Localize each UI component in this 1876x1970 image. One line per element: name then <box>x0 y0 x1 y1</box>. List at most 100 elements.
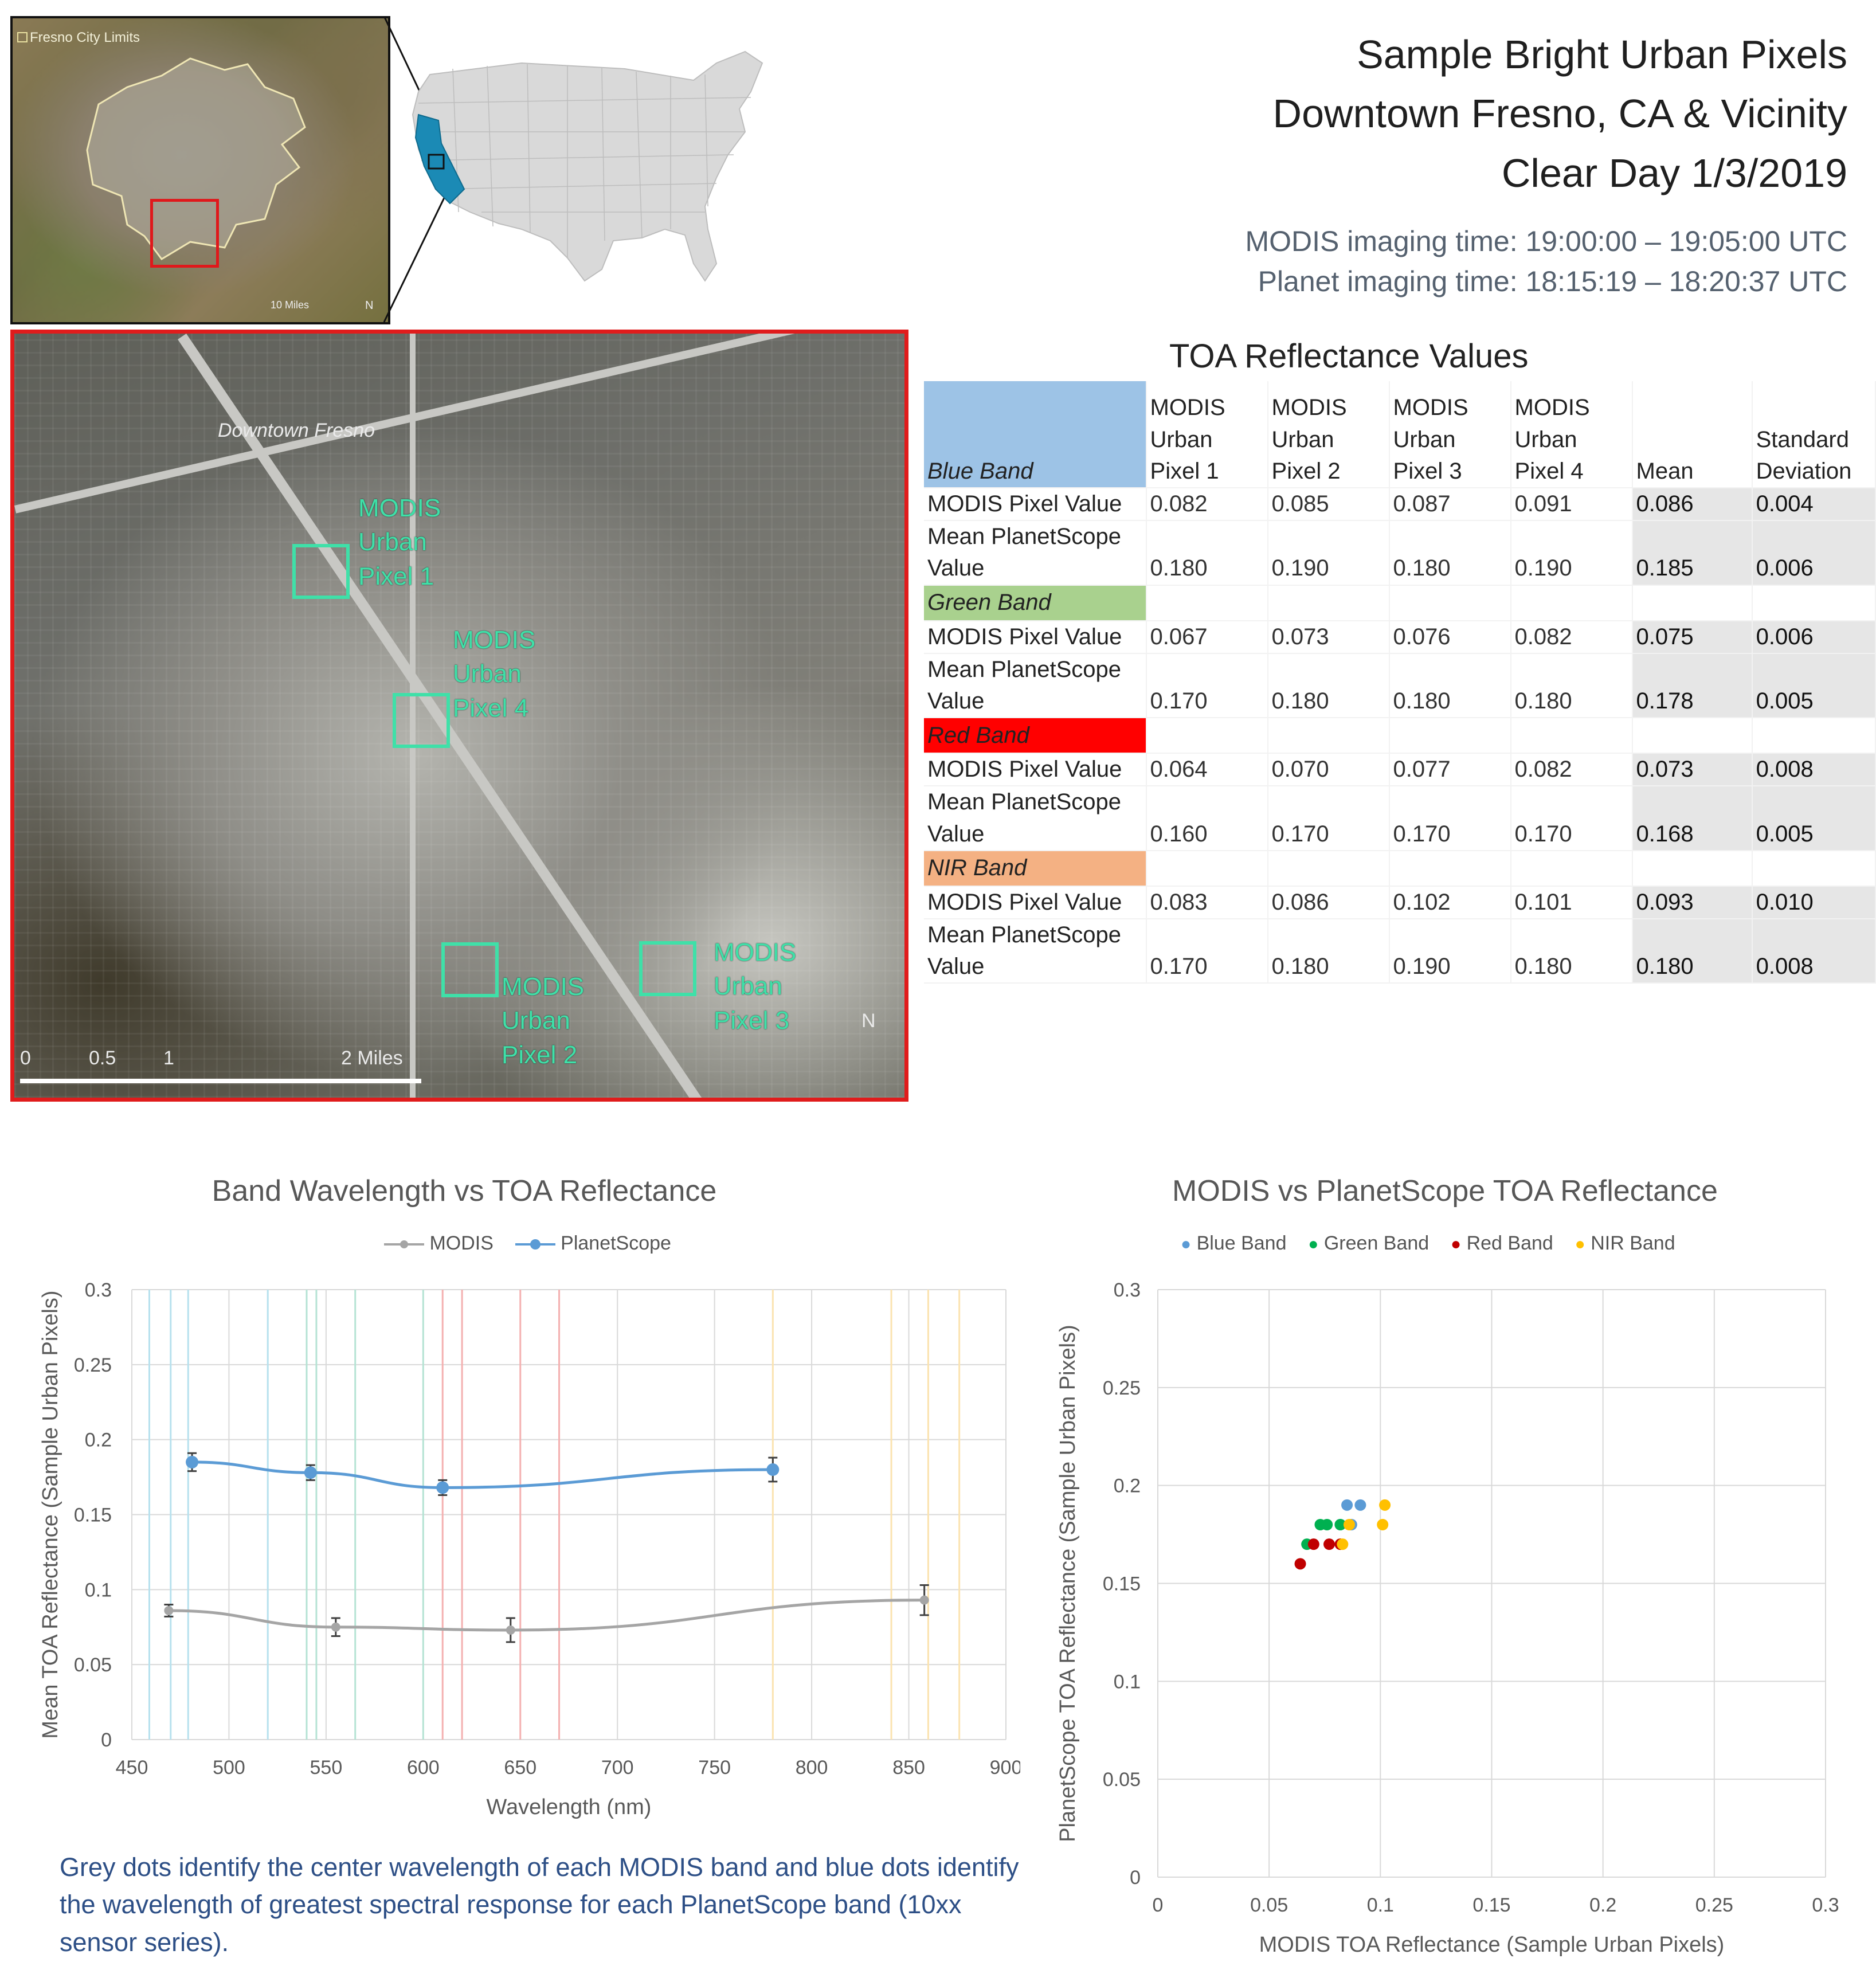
table-row: Mean PlanetScope Value 0.170 0.180 0.180 0.1… <box>924 653 1876 719</box>
red-band-point <box>1323 1538 1335 1550</box>
green-band-point <box>1321 1519 1333 1530</box>
empty-cell <box>1389 718 1511 754</box>
mean-cell: 0.093 <box>1632 886 1753 919</box>
modis-data-point <box>164 1605 174 1615</box>
value-cell: 0.083 <box>1146 886 1268 919</box>
modis-pixel-3-label: MODIS Urban Pixel 3 <box>714 938 797 1035</box>
y-tick-label: 0.25 <box>1103 1377 1141 1399</box>
planetscope-data-point <box>304 1466 317 1479</box>
y-tick-label: 0.05 <box>74 1654 112 1676</box>
legend-red-dot: ● <box>1451 1235 1462 1254</box>
title-line-1: Sample Bright Urban Pixels <box>1357 32 1847 77</box>
x-tick-label: 650 <box>504 1757 536 1779</box>
value-cell: 0.067 <box>1146 620 1268 654</box>
line-chart-title: Band Wavelength vs TOA Reflectance <box>212 1174 717 1208</box>
title-line-3: Clear Day 1/3/2019 <box>1501 151 1847 195</box>
x-tick-label: 0.25 <box>1695 1894 1733 1916</box>
legend-green-dot: ● <box>1308 1235 1319 1254</box>
column-header: MODIS Urban Pixel 4 <box>1510 381 1633 488</box>
row-label: Mean PlanetScope Value <box>924 918 1147 984</box>
x-tick-label: 0.3 <box>1812 1894 1839 1916</box>
y-tick-label: 0.05 <box>1103 1769 1141 1791</box>
empty-cell <box>1632 850 1753 887</box>
x-tick-label: 500 <box>213 1757 245 1779</box>
table-row: MODIS Pixel Value 0.082 0.085 0.087 0.091 0.0… <box>924 488 1876 522</box>
y-axis-label: PlanetScope TOA Reflectance (Sample Urba… <box>1056 1325 1080 1842</box>
x-tick-label: 0.2 <box>1589 1894 1616 1916</box>
line-chart-legend: MODIS PlanetScope <box>384 1232 671 1255</box>
modis-pixel-2-label: MODIS Urban Pixel 2 <box>502 973 585 1069</box>
empty-cell <box>1267 585 1390 621</box>
value-cell: 0.180 <box>1510 653 1633 719</box>
value-cell: 0.180 <box>1389 520 1511 586</box>
mean-cell: 0.178 <box>1632 653 1753 719</box>
modis-series-line <box>169 1599 925 1632</box>
band-name-cell: Green Band <box>924 585 1147 621</box>
x-axis-label: Wavelength (nm) <box>487 1795 652 1819</box>
modis-pixel-4-label: MODIS Urban Pixel 4 <box>453 626 536 722</box>
legend-nir-dot: ● <box>1575 1235 1585 1254</box>
red-band-point <box>1307 1538 1319 1550</box>
row-label: Mean PlanetScope Value <box>924 520 1147 586</box>
y-tick-label: 0 <box>101 1729 112 1751</box>
table-row: Mean PlanetScope Value 0.160 0.170 0.170 0.1… <box>924 786 1876 851</box>
blue-band-point <box>1354 1499 1366 1511</box>
std-dev-cell: 0.005 <box>1752 653 1876 719</box>
empty-cell <box>1752 850 1876 887</box>
modis-pixel-4-box <box>393 693 450 748</box>
mean-cell: 0.075 <box>1632 620 1753 654</box>
mean-cell: 0.168 <box>1632 786 1753 851</box>
legend-modis-label: MODIS <box>429 1232 494 1254</box>
value-cell: 0.170 <box>1389 786 1511 851</box>
x-axis-label: MODIS TOA Reflectance (Sample Urban Pixe… <box>1259 1933 1725 1957</box>
value-cell: 0.064 <box>1146 753 1268 787</box>
nir-band-point <box>1379 1499 1391 1511</box>
modis-pixel-1-label: MODIS Urban Pixel 1 <box>358 494 441 590</box>
std-dev-cell: 0.006 <box>1752 620 1876 654</box>
x-tick-label: 800 <box>796 1757 828 1779</box>
downtown-extent-box <box>150 199 219 268</box>
value-cell: 0.170 <box>1146 653 1268 719</box>
x-tick-label: 550 <box>310 1757 343 1779</box>
band-name-cell: Blue Band <box>924 381 1147 488</box>
value-cell: 0.190 <box>1389 918 1511 984</box>
legend-planetscope-label: PlanetScope <box>561 1232 671 1254</box>
legend-blue-dot: ● <box>1181 1235 1192 1254</box>
value-cell: 0.086 <box>1267 886 1390 919</box>
mean-cell: 0.073 <box>1632 753 1753 787</box>
value-cell: 0.180 <box>1510 918 1633 984</box>
row-label: MODIS Pixel Value <box>924 886 1147 919</box>
value-cell: 0.190 <box>1267 520 1390 586</box>
x-tick-label: 0.05 <box>1250 1894 1288 1916</box>
modis-pixel-3-box <box>639 941 696 996</box>
x-tick-label: 0 <box>1153 1894 1164 1916</box>
empty-cell <box>1146 585 1268 621</box>
value-cell: 0.180 <box>1267 653 1390 719</box>
title-line-2: Downtown Fresno, CA & Vicinity <box>1272 91 1847 136</box>
scatter-chart: 0 0.05 0.1 0.15 0.2 0.25 0.3 0 0.05 0.1 0.15 0.2 0.2… <box>1056 1279 1839 1957</box>
band-name-cell: Red Band <box>924 718 1147 754</box>
scatter-chart-title: MODIS vs PlanetScope TOA Reflectance <box>1172 1174 1718 1208</box>
table-row: Mean PlanetScope Value 0.180 0.190 0.180 0.1… <box>924 520 1876 586</box>
value-cell: 0.170 <box>1510 786 1633 851</box>
row-label: MODIS Pixel Value <box>924 488 1147 522</box>
chart-caption: Grey dots identify the center wavelength… <box>60 1852 1019 1957</box>
nir-band-point <box>1337 1538 1349 1550</box>
value-cell: 0.087 <box>1389 488 1511 522</box>
value-cell: 0.082 <box>1510 620 1633 654</box>
legend-modis-swatch <box>384 1240 424 1249</box>
scale-tick-0: 0 <box>20 1047 31 1069</box>
std-dev-cell: 0.005 <box>1752 786 1876 851</box>
legend-planetscope-swatch <box>515 1239 555 1250</box>
planet-imaging-time: Planet imaging time: 18:15:19 – 18:20:37… <box>1258 265 1847 297</box>
value-cell: 0.180 <box>1146 520 1268 586</box>
city-limits-outline <box>86 57 306 260</box>
empty-cell <box>1510 850 1633 887</box>
scale-bar <box>20 1079 421 1083</box>
y-tick-label: 0.3 <box>1114 1279 1141 1301</box>
table-row: Mean PlanetScope Value 0.170 0.180 0.190 0.1… <box>924 918 1876 984</box>
value-cell: 0.073 <box>1267 620 1390 654</box>
column-header: Mean <box>1632 381 1753 488</box>
table-row: MODIS Pixel Value 0.083 0.086 0.102 0.101 0.0… <box>924 886 1876 919</box>
legend-red-label: Red Band <box>1466 1232 1553 1254</box>
